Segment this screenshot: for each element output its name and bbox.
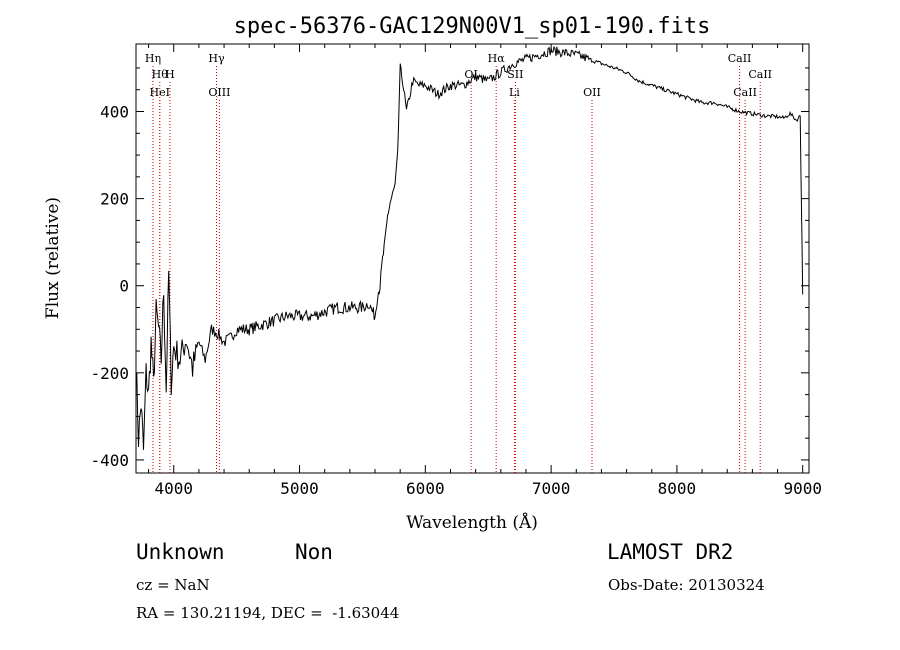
object-subtype: Non xyxy=(295,540,333,564)
spectral-line-label: Li xyxy=(509,86,520,99)
x-axis-label: Wavelength (Å) xyxy=(406,512,538,533)
x-tick-label: 9000 xyxy=(783,479,822,498)
redshift-cz: cz = NaN xyxy=(136,576,210,594)
survey-name: LAMOST DR2 xyxy=(607,540,734,564)
x-tick-label: 6000 xyxy=(406,479,445,498)
object-type: Unknown xyxy=(136,540,225,564)
x-tick-label: 5000 xyxy=(280,479,319,498)
spectral-line-label: OII xyxy=(583,86,601,99)
y-tick-label: 0 xyxy=(119,277,129,296)
spectral-line-label: Hα xyxy=(488,52,506,65)
spectral-line-label: H xyxy=(165,68,175,81)
spectral-line-label: CaII xyxy=(733,86,757,99)
y-tick-label: 200 xyxy=(100,190,129,209)
ra-dec-coordinates: RA = 130.21194, DEC = -1.63044 xyxy=(136,604,400,622)
spectral-line-label: Hθ xyxy=(152,68,169,81)
observation-date: Obs-Date: 20130324 xyxy=(608,576,765,594)
spectral-line-label: OIII xyxy=(208,86,230,99)
spectrum-flux-line xyxy=(135,45,804,450)
y-tick-label: 400 xyxy=(100,103,129,122)
spectral-line-label: HeI xyxy=(150,86,170,99)
chart-title: spec-56376-GAC129N00V1_sp01-190.fits xyxy=(234,14,711,39)
spectral-line-label: Hη xyxy=(145,52,161,65)
y-tick-label: -200 xyxy=(90,364,129,383)
x-tick-label: 7000 xyxy=(532,479,571,498)
spectral-line-label: CaII xyxy=(748,68,772,81)
spectral-line-label: Hγ xyxy=(208,52,225,65)
x-tick-label: 4000 xyxy=(154,479,193,498)
plot-frame xyxy=(135,43,810,474)
x-tick-label: 8000 xyxy=(658,479,697,498)
axis-ticks: 4000 5000 6000 7000 8000 9000 -400 -200 0 200 400 xyxy=(90,44,822,498)
spectral-line-label: SII xyxy=(507,68,523,81)
y-tick-label: -400 xyxy=(90,451,129,470)
y-axis-label: Flux (relative) xyxy=(43,197,63,319)
spectral-line-label: CaII xyxy=(728,52,752,65)
